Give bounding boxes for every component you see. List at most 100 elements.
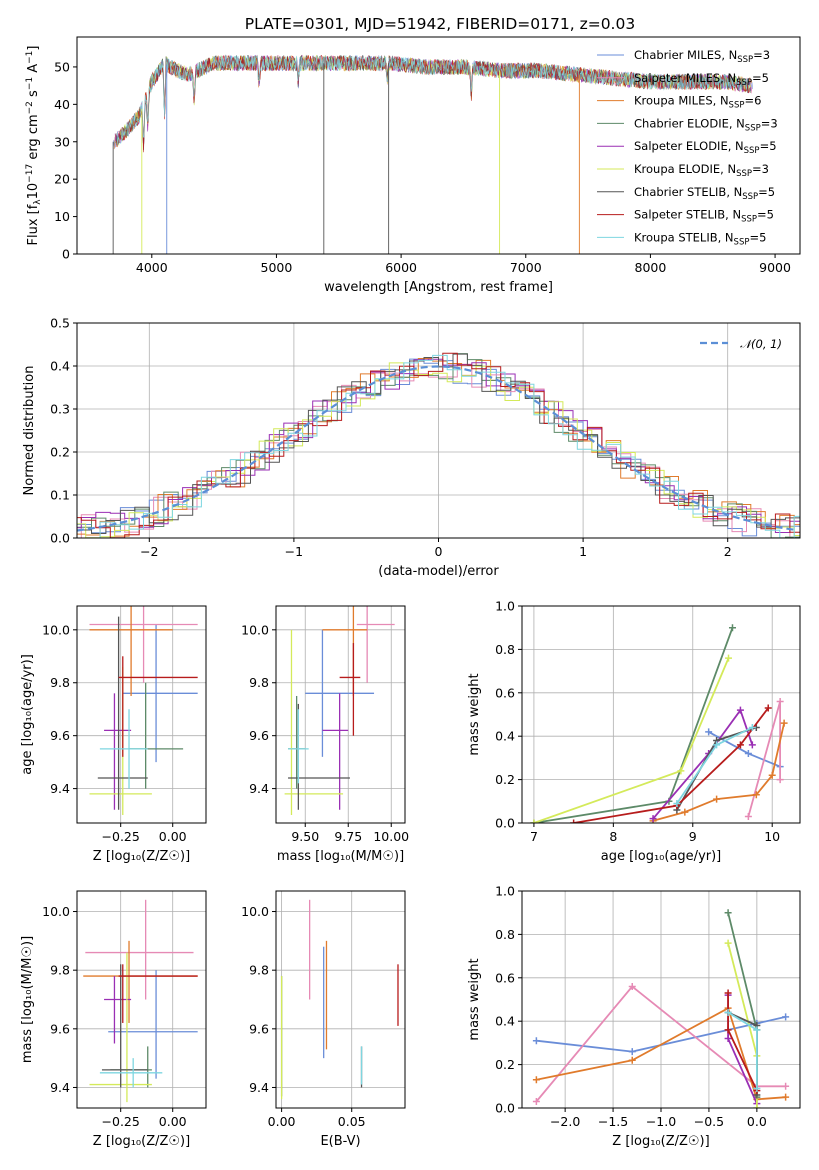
- x-tick-label: 9.75: [334, 829, 362, 844]
- axes-frame: [275, 890, 406, 1109]
- x-axis-label: mass [log₁₀(M/M☉)]: [277, 849, 404, 864]
- x-tick-label: 0.00: [268, 1114, 296, 1129]
- y-tick-label: 0.8: [495, 642, 515, 657]
- weight-marker: [724, 989, 732, 997]
- x-tick-label: −1.0: [646, 1114, 676, 1129]
- axes-spectrum: 4000 5000 6000 7000 8000 9000 0 10 20 30 40 50 wavel…: [54, 36, 801, 295]
- y-tick-label: 0.0: [495, 816, 515, 831]
- y-tick-label: 0.8: [495, 927, 515, 942]
- weight-marker: [753, 1084, 761, 1092]
- x-axis-label: Z [log₁₀(Z/Z☉)]: [93, 849, 190, 864]
- x-tick-label: 4000: [136, 260, 168, 275]
- figure-title: PLATE=0301, MJD=51942, FIBERID=0171, z=0…: [245, 15, 635, 33]
- y-tick-label: 1.0: [495, 599, 515, 614]
- y-tick-label: 0.5: [50, 316, 70, 331]
- x-tick-label: 0.00: [159, 1114, 187, 1129]
- x-tick-label: −1: [285, 544, 303, 559]
- legend-label: Salpeter STELIB, NSSP=5: [634, 208, 774, 225]
- x-tick-label: 0: [435, 544, 443, 559]
- weight-marker: [782, 1093, 790, 1101]
- x-tick-label: −2: [140, 544, 158, 559]
- weight-marker: [705, 728, 713, 736]
- histogram-step: [77, 352, 800, 538]
- weight-marker: [725, 654, 733, 662]
- weight-marker: [768, 771, 776, 779]
- x-tick-label: 8000: [635, 260, 667, 275]
- y-axis-label: mass [log₁₀(M/M☉)]: [20, 936, 35, 1063]
- legend: Chabrier MILES, NSSP=3 Salpeter MILES, NS…: [597, 48, 778, 247]
- y-tick-label: 9.4: [50, 1080, 70, 1095]
- weight-marker: [724, 909, 732, 917]
- axes-frame: [76, 605, 207, 824]
- y-tick-label: 10.0: [241, 904, 269, 919]
- weight-line: [676, 726, 753, 805]
- legend-label: Chabrier STELIB, NSSP=5: [634, 185, 775, 202]
- weight-marker: [532, 1037, 540, 1045]
- x-tick-label: −0.5: [694, 1114, 724, 1129]
- weight-line: [533, 657, 730, 823]
- y-tick-label: 9.6: [50, 728, 70, 743]
- legend-label: Kroupa STELIB, NSSP=5: [634, 230, 766, 247]
- y-tick-label: 9.8: [249, 963, 269, 978]
- y-tick-label: 0.2: [495, 772, 515, 787]
- panels-layer: 4000 5000 6000 7000 8000 900001020304050wavel…: [20, 36, 801, 1149]
- x-tick-label: 0.05: [338, 1114, 366, 1129]
- weight-marker: [782, 1082, 790, 1090]
- plot-area-age-vs-Z: [89, 606, 198, 816]
- x-tick-label: −0.25: [102, 1114, 140, 1129]
- x-tick-label: 1: [579, 544, 587, 559]
- histogram-step: [77, 363, 800, 538]
- weight-marker: [736, 741, 744, 749]
- legend-label: Salpeter MILES, NSSP=5: [634, 71, 769, 88]
- axes-frame: [76, 36, 801, 255]
- weight-marker: [724, 1009, 732, 1017]
- weight-marker: [570, 819, 578, 823]
- x-axis-label: E(B-V): [320, 1134, 360, 1149]
- weight-marker: [753, 1026, 761, 1034]
- x-axis-label: age [log₁₀(age/yr)]: [601, 849, 722, 864]
- weight-marker: [780, 719, 788, 727]
- axes-frame: [275, 605, 406, 824]
- y-tick-label: 10.0: [241, 622, 269, 637]
- weight-line: [533, 627, 734, 823]
- x-axis-label: Z [log₁₀(Z/Z☉)]: [612, 1134, 709, 1149]
- axes-mass-vs-EBV: 0.00 0.05 9.4 9.6 9.8 10.0 E(B-V): [241, 890, 406, 1149]
- y-tick-label: 50: [54, 59, 70, 74]
- plot-area-residuals: [77, 352, 800, 538]
- y-tick-label: 9.8: [50, 963, 70, 978]
- y-axis-label: Flux [fλ10−17 erg cm−2 s−1 A−1]: [25, 46, 43, 246]
- plot-area-mass-vs-Z: [83, 899, 198, 1103]
- legend-label: 𝒩(0, 1): [740, 337, 782, 351]
- weight-marker: [532, 1097, 540, 1105]
- x-tick-label: 7000: [510, 260, 542, 275]
- histogram-step: [77, 354, 800, 538]
- y-axis-label: mass weight: [467, 673, 482, 755]
- weight-marker: [753, 1104, 761, 1108]
- weight-marker: [724, 1035, 732, 1043]
- x-tick-label: 2: [724, 544, 732, 559]
- plot-area-age-vs-mass: [284, 606, 395, 816]
- y-axis-label: age [log₁₀(age/yr)]: [20, 654, 35, 775]
- axes-residuals: −2 −1 0 1 2 0.0 0.1 0.2 0.3 0.4 0.5 (data-model)/er…: [22, 316, 801, 579]
- y-tick-label: 20: [54, 172, 70, 187]
- legend-label: Kroupa ELODIE, NSSP=3: [634, 162, 769, 179]
- weight-marker: [713, 795, 721, 803]
- y-tick-label: 0.6: [495, 970, 515, 985]
- axes-mass-weight-vs-Z: −2.0 −1.5 −1.0 −0.5 0.0 0.0 0.2 0.4 0.6 0.8 1.0 Z […: [467, 884, 801, 1149]
- y-tick-label: 10.0: [42, 904, 70, 919]
- x-tick-label: −1.5: [598, 1114, 628, 1129]
- y-tick-label: 0.4: [50, 359, 70, 374]
- y-tick-label: 0.4: [495, 1014, 515, 1029]
- weight-line: [652, 708, 754, 820]
- weight-marker: [728, 624, 736, 632]
- weight-marker: [673, 799, 681, 807]
- x-tick-label: 10.00: [373, 829, 409, 844]
- weight-marker: [752, 791, 760, 799]
- weight-marker: [782, 1013, 790, 1021]
- weight-marker: [744, 812, 752, 820]
- x-axis-label: wavelength [Angstrom, rest frame]: [324, 280, 553, 295]
- y-tick-label: 10.0: [42, 622, 70, 637]
- plot-area-spectrum: [112, 54, 753, 254]
- y-tick-label: 0.0: [495, 1101, 515, 1116]
- x-tick-label: 10: [764, 829, 780, 844]
